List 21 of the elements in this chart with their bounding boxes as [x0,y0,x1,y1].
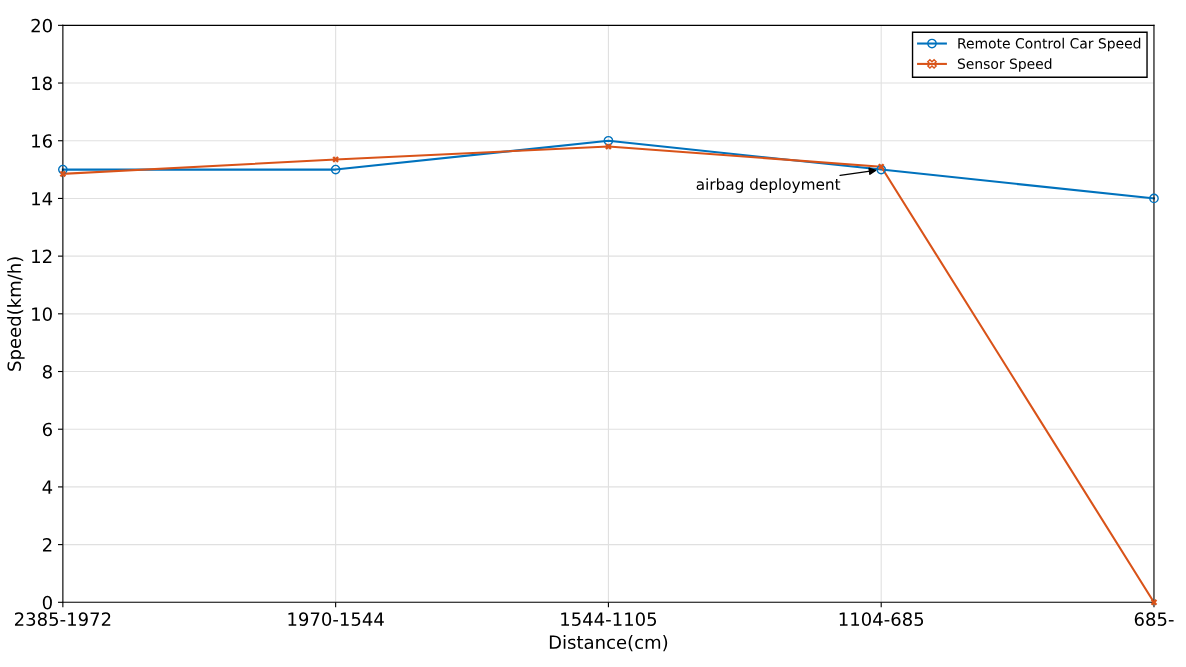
y-tick-label: 6 [42,422,52,437]
y-tick-label: 4 [42,480,53,494]
y-tick-label: 12 [32,249,52,263]
x-axis-title: Distance(cm) [549,635,668,652]
y-tick-label: 10 [32,307,52,321]
y-tick-label: 14 [32,192,53,206]
x-tick-label: 2385-1972 [14,612,111,626]
y-tick-label: 20 [31,18,52,33]
legend-label: Remote Control Car Speed [958,37,1141,52]
legend-label: Sensor Speed [957,58,1052,72]
y-tick-label: 0 [42,595,52,610]
y-tick-label: 8 [42,364,52,379]
y-tick-label: 16 [32,134,52,148]
y-tick-label: 2 [42,538,52,552]
x-tick-label: 1104-685 [839,612,924,626]
x-tick-label: 1970-1544 [288,612,384,626]
annotation: airbag deployment [696,178,841,193]
y-axis-title: Speed(km/h) [7,257,25,371]
x-tick-label: 1544-1105 [561,612,657,626]
x-tick-label: 685- [1134,612,1174,626]
y-tick-label: 18 [32,76,52,91]
